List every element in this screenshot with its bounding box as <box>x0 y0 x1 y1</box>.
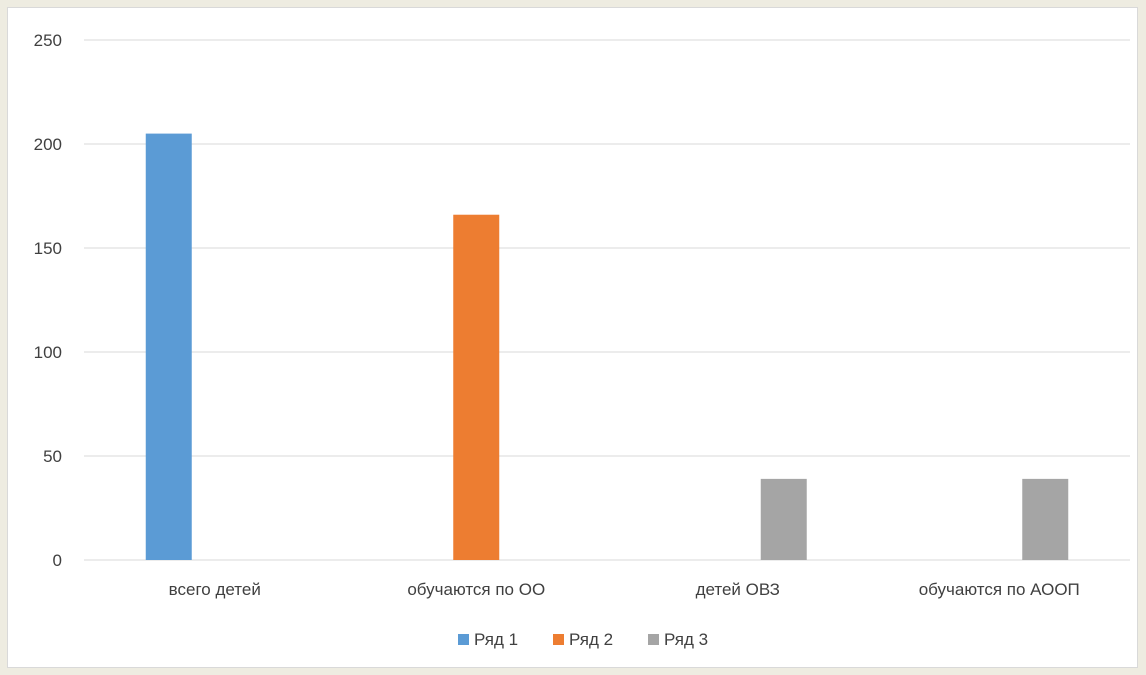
gridlines <box>84 39 1130 561</box>
x-axis-categories: всего детей обучаются по ОО детей ОВЗ обуча… <box>169 580 1080 599</box>
x-category-label: всего детей <box>169 580 261 599</box>
legend-swatch <box>648 634 659 645</box>
legend: Ряд 1 Ряд 2 Ряд 3 <box>458 630 708 649</box>
y-tick-label: 50 <box>43 447 62 466</box>
x-category-label: обучаются по АООП <box>919 580 1080 599</box>
y-tick-label: 150 <box>34 239 62 258</box>
legend-label: Ряд 1 <box>474 630 518 649</box>
legend-swatch <box>553 634 564 645</box>
y-tick-label: 0 <box>53 551 62 570</box>
x-category-label: обучаются по ОО <box>407 580 545 599</box>
x-category-label: детей ОВЗ <box>696 580 780 599</box>
chart-frame <box>7 7 1138 668</box>
y-tick-label: 100 <box>34 343 62 362</box>
y-tick-label: 250 <box>34 31 62 50</box>
bar-1-1 <box>145 133 192 560</box>
bar-3-4 <box>1022 478 1069 560</box>
y-tick-label: 200 <box>34 135 62 154</box>
legend-label: Ряд 3 <box>664 630 708 649</box>
bar-2-2 <box>453 214 500 560</box>
legend-label: Ряд 2 <box>569 630 613 649</box>
bar-3-3 <box>760 478 807 560</box>
y-axis-ticks: 0 50 100 150 200 250 <box>34 31 62 570</box>
legend-swatch <box>458 634 469 645</box>
bars <box>145 133 1069 560</box>
